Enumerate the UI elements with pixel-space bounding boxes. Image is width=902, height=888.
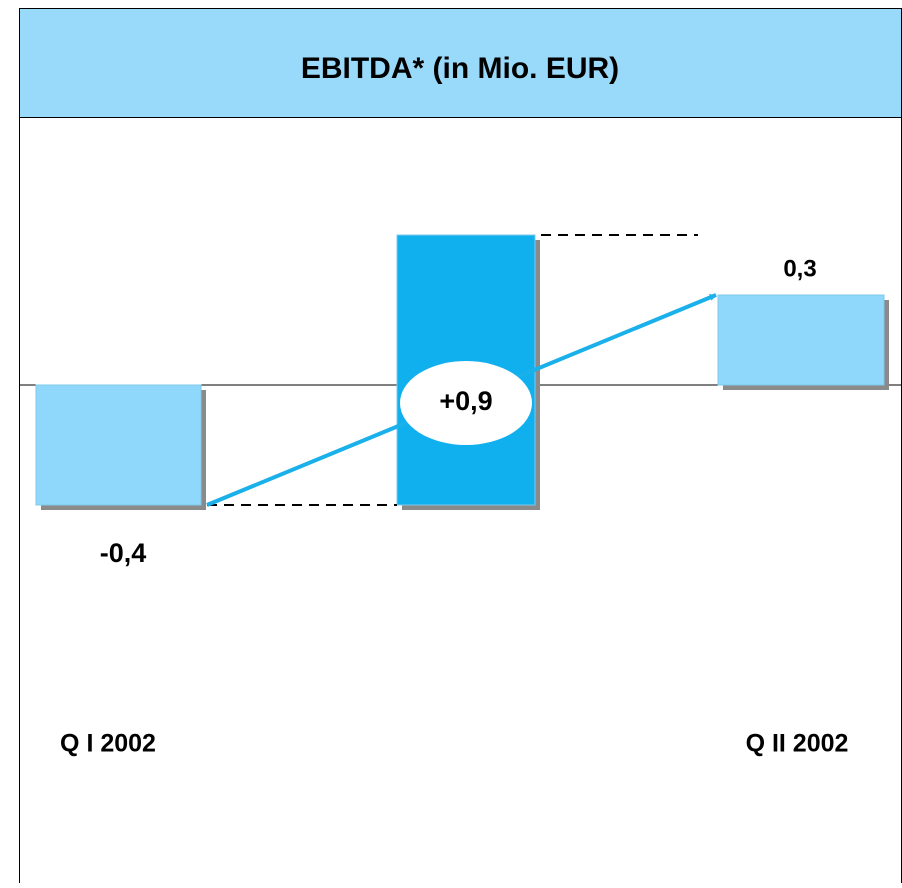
x-tick-label: Q I 2002 bbox=[60, 730, 156, 758]
value-label: 0,3 bbox=[783, 255, 816, 282]
bar bbox=[35, 384, 202, 506]
x-tick-label: Q II 2002 bbox=[746, 730, 849, 758]
value-label: +0,9 bbox=[439, 386, 492, 416]
chart-title: EBITDA* (in Mio. EUR) bbox=[301, 52, 619, 85]
value-label: -0,4 bbox=[100, 538, 147, 568]
header-band bbox=[19, 8, 902, 118]
bar bbox=[717, 294, 885, 386]
change-bubble bbox=[400, 361, 532, 445]
